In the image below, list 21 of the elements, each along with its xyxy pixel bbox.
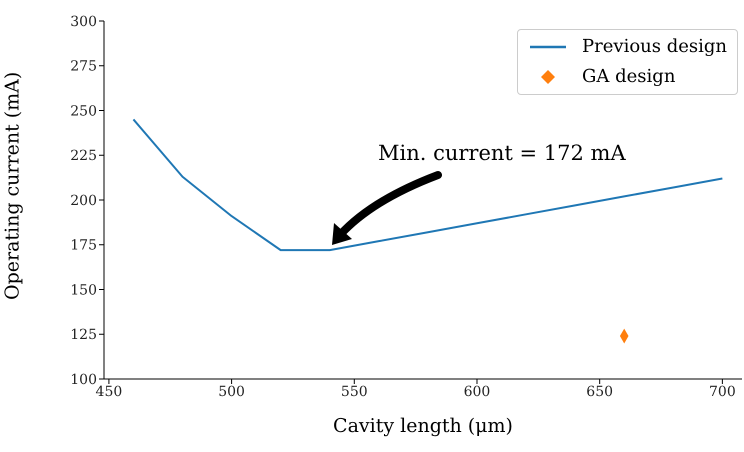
y-tick-label: 200	[70, 192, 97, 209]
line-series	[132, 118, 724, 252]
y-tick-label: 300	[70, 14, 97, 30]
x-tick-label: 600	[464, 384, 490, 400]
x-tick-label: 500	[218, 384, 245, 400]
legend-label: GA design	[582, 65, 676, 89]
annotation: Min. current = 172 mA	[378, 141, 626, 165]
y-tick-label: 250	[70, 103, 97, 120]
y-tick-label: 275	[70, 58, 97, 75]
x-tick-label: 700	[709, 384, 736, 400]
x-tick-label: 550	[340, 384, 368, 400]
x-tick-label: 650	[586, 384, 614, 400]
y-tick-label: 150	[70, 282, 97, 298]
y-tick-label: 100	[70, 372, 97, 388]
y-tick-label: 125	[70, 327, 97, 344]
y-tick-label: 225	[70, 148, 97, 164]
legend-label: Previous design	[582, 35, 727, 59]
x-tick-label: 450	[96, 384, 122, 400]
x-axis-title: Cavity length (μm)	[333, 415, 513, 437]
y-tick-label: 175	[70, 238, 97, 254]
y-axis-title: Operating current (mA)	[2, 72, 24, 300]
